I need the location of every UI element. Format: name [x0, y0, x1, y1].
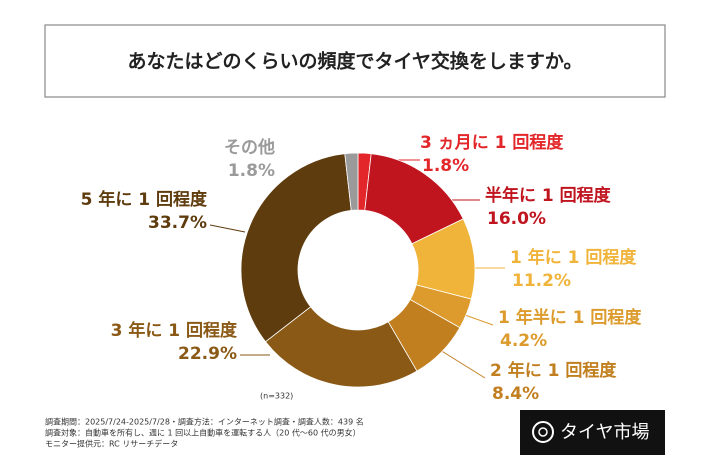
brand-name: タイヤ市場: [560, 422, 649, 443]
category-label: 2 年に 1 回程度: [490, 360, 617, 381]
sample-size: (n=332): [260, 392, 293, 401]
brand-box: [520, 410, 665, 455]
category-label: 1 年に 1 回程度: [510, 247, 637, 268]
brand-icon-inner: [538, 427, 548, 437]
donut-slice: [264, 306, 418, 388]
donut-slice: [240, 153, 352, 343]
value-label: 1.8%: [228, 161, 275, 181]
category-label: その他: [224, 137, 275, 158]
value-label: 8.4%: [492, 384, 539, 404]
category-label: 3 ヵ月に 1 回程度: [420, 132, 564, 153]
value-label: 16.0%: [487, 209, 546, 229]
category-label: 半年に 1 回程度: [485, 185, 612, 206]
title-box: [44, 24, 666, 98]
value-label: 1.8%: [422, 156, 469, 176]
value-label: 33.7%: [148, 213, 207, 233]
category-label: 5 年に 1 回程度: [81, 189, 208, 210]
donut-slice: [344, 152, 359, 211]
value-label: 11.2%: [512, 271, 571, 291]
category-label: 3 年に 1 回程度: [111, 320, 238, 341]
chart-title: あなたはどのくらいの頻度でタイヤ交換をしますか。: [127, 50, 582, 73]
footnotes: 調査期間：2025/7/24-2025/7/28・調査方法：インターネット調査・…: [45, 417, 364, 449]
category-label: 1 年半に 1 回程度: [498, 307, 642, 328]
footnote: 調査対象：自動車を所有し、週に 1 回以上自動車を運転する人（20 代～60 代…: [45, 428, 361, 438]
footnote: 調査期間：2025/7/24-2025/7/28・調査方法：インターネット調査・…: [45, 417, 364, 427]
value-label: 4.2%: [500, 331, 547, 351]
brand-icon: [532, 421, 554, 443]
footnote: モニター提供元：RC リサーチデータ: [45, 439, 178, 449]
value-label: 22.9%: [178, 344, 237, 364]
